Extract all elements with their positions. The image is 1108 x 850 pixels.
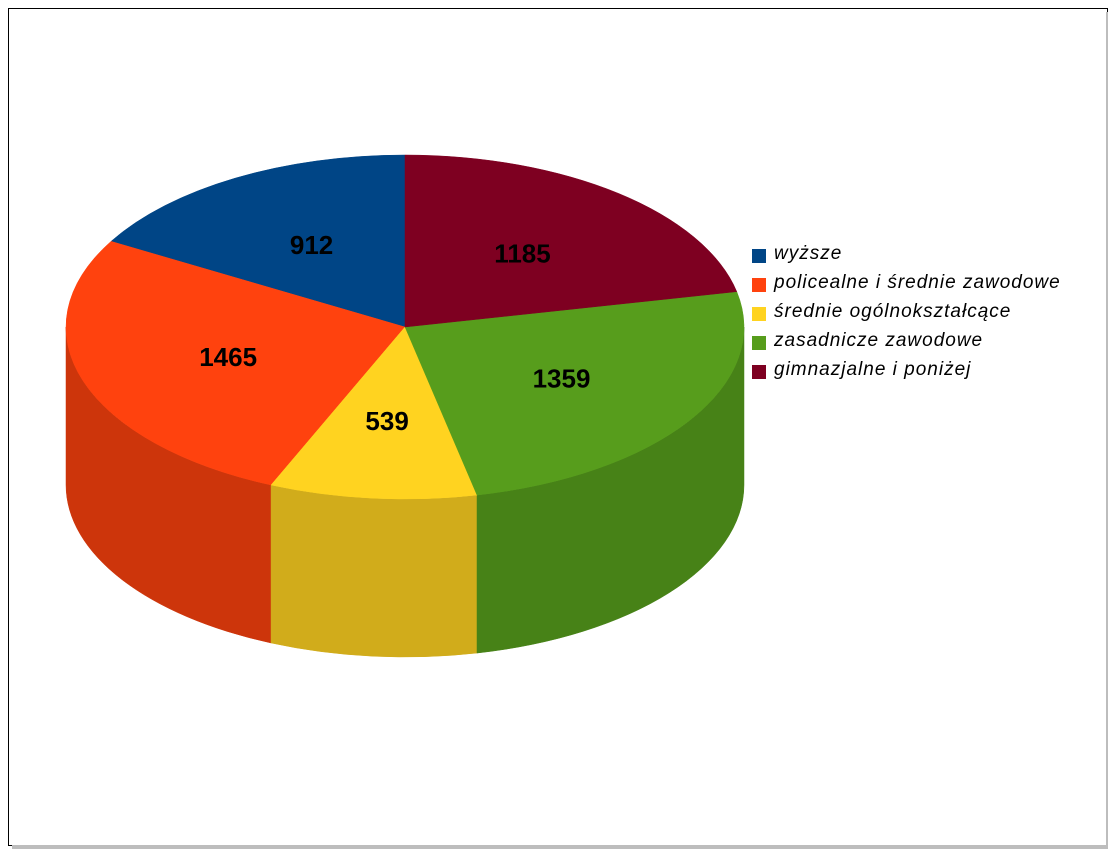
legend-label: zasadnicze zawodowe xyxy=(774,330,984,351)
legend: wyższe policealne i średnie zawodowe śre… xyxy=(752,243,1072,390)
legend-swatch xyxy=(752,249,766,263)
legend-item: policealne i średnie zawodowe xyxy=(752,272,1072,297)
pie-slices xyxy=(65,154,745,500)
legend-label: wyższe xyxy=(774,243,843,264)
value-label: 1359 xyxy=(533,363,591,393)
pie-value-labels: 912 1465 539 1359 1185 xyxy=(199,230,590,436)
legend-item: gimnazjalne i poniżej xyxy=(752,359,1072,384)
legend-label: średnie ogólnokształcące xyxy=(774,301,1012,322)
value-label: 1185 xyxy=(494,239,550,269)
pie-slice-srednie-ogolnoksztalcace xyxy=(270,326,478,500)
legend-swatch xyxy=(752,365,766,379)
legend-item: zasadnicze zawodowe xyxy=(752,330,1072,355)
value-label: 1465 xyxy=(199,342,257,372)
legend-item: średnie ogólnokształcące xyxy=(752,301,1072,326)
legend-item: wyższe xyxy=(752,243,1072,268)
legend-label: policealne i średnie zawodowe xyxy=(774,272,1061,293)
pie-slice-policealne-i-srednie-zawodowe xyxy=(65,241,406,486)
value-label: 539 xyxy=(365,406,408,436)
legend-label: gimnazjalne i poniżej xyxy=(774,359,972,380)
pie-slice-gimnazjalne-i-ponizej xyxy=(404,154,738,328)
legend-swatch xyxy=(752,278,766,292)
pie-side-srednie-ogolnoksztalcace xyxy=(270,484,478,658)
pie-sides xyxy=(65,326,745,658)
legend-swatch xyxy=(752,336,766,350)
pie-slice-zasadnicze-zawodowe xyxy=(404,291,745,496)
frame-shadow-bottom xyxy=(12,845,1108,849)
pie-slice-wyzsze xyxy=(110,154,406,328)
frame-shadow-right xyxy=(1106,12,1108,848)
legend-swatch xyxy=(752,307,766,321)
value-label: 912 xyxy=(290,230,333,260)
